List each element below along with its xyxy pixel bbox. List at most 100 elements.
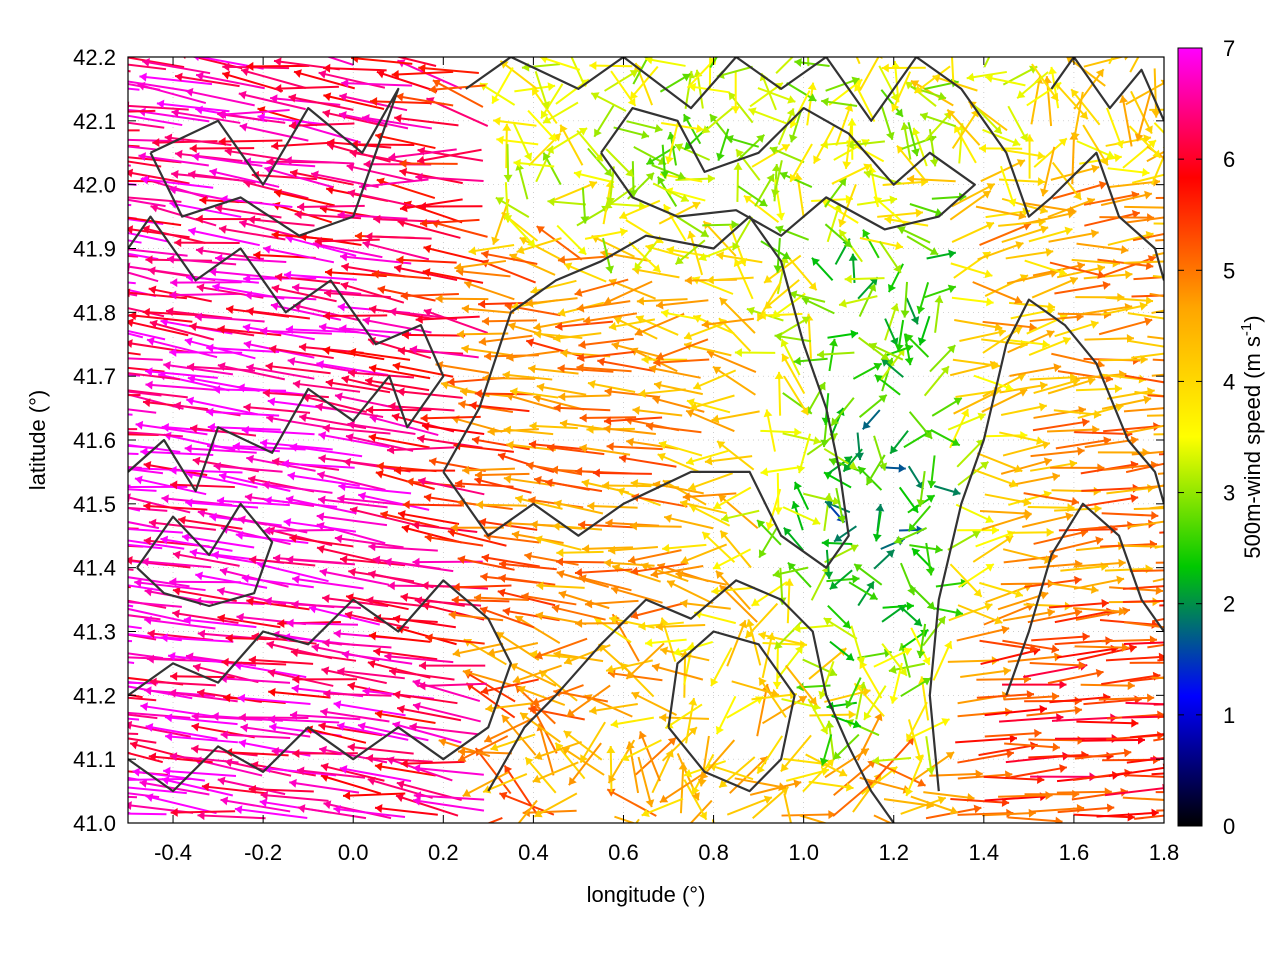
wind-arrow-head	[412, 796, 421, 806]
wind-arrow-head	[339, 324, 347, 334]
wind-arrow-shaft	[1057, 806, 1115, 814]
wind-arrow	[172, 550, 240, 567]
wind-arrow	[213, 462, 283, 473]
wind-arrow-head	[365, 376, 373, 386]
wind-arrow-shaft	[685, 409, 735, 433]
wind-arrow-head	[248, 784, 256, 794]
wind-arrow-shaft	[546, 446, 605, 456]
wind-arrow-head	[536, 581, 544, 591]
wind-arrow-shaft	[320, 710, 390, 723]
wind-arrow	[576, 350, 635, 363]
wind-arrow-head	[712, 366, 722, 375]
wind-arrow	[608, 545, 658, 555]
wind-arrow-shaft	[392, 692, 458, 705]
wind-arrow-shaft	[957, 563, 995, 588]
wind-arrow-shaft	[833, 759, 877, 797]
wind-arrow-shaft	[1103, 424, 1161, 433]
wind-arrow-head	[1047, 608, 1055, 618]
wind-arrow-shaft	[693, 611, 736, 625]
wind-arrow-head	[594, 617, 603, 626]
wind-arrow-head	[1074, 696, 1082, 706]
wind-arrow-shaft	[984, 795, 1048, 802]
wind-arrow-head	[357, 722, 366, 731]
wind-arrow-shaft	[589, 703, 638, 713]
wind-arrow	[186, 396, 259, 416]
wind-arrow-shaft	[235, 533, 309, 545]
wind-arrow	[1000, 402, 1047, 416]
wind-arrow	[195, 571, 268, 589]
wind-arrow	[344, 610, 410, 629]
wind-arrow	[856, 712, 883, 761]
wind-arrow-shaft	[1083, 698, 1142, 706]
wind-arrow-head	[242, 323, 251, 333]
wind-arrow-head	[478, 517, 487, 527]
wind-arrow-head	[118, 775, 125, 784]
wind-arrow	[645, 638, 687, 648]
wind-arrow	[289, 442, 363, 458]
wind-arrow-shaft	[805, 753, 848, 777]
wind-arrow	[368, 305, 434, 320]
wind-arrow-head	[608, 669, 616, 679]
wind-arrow-shaft	[241, 576, 314, 589]
wind-arrow	[1152, 577, 1164, 583]
wind-arrow-shaft	[246, 365, 315, 380]
wind-arrow	[317, 470, 386, 491]
wind-arrow	[425, 633, 485, 645]
wind-arrow-head	[241, 425, 250, 435]
wind-arrow-shaft	[524, 554, 579, 566]
wind-arrow-head	[320, 762, 329, 772]
wind-arrow-shaft	[128, 711, 191, 719]
wind-arrow-shaft	[1123, 621, 1164, 629]
wind-arrow-head	[890, 445, 899, 454]
wind-arrow-shaft	[1101, 512, 1159, 517]
wind-arrow-shaft	[128, 466, 142, 469]
wind-arrow-shaft	[1122, 424, 1164, 435]
wind-arrow-head	[801, 316, 810, 325]
wind-arrow-head	[480, 686, 489, 695]
wind-arrow-shaft	[576, 366, 632, 373]
wind-arrow-shaft	[368, 307, 434, 320]
wind-arrow-shaft	[357, 724, 429, 742]
wind-arrow-shaft	[189, 550, 262, 565]
wind-arrow-head	[626, 670, 635, 679]
wind-arrow-head	[1017, 373, 1026, 382]
wind-arrow	[782, 432, 822, 445]
wind-arrow-head	[170, 671, 178, 681]
wind-arrow-shaft	[128, 292, 138, 297]
wind-arrow-shaft	[334, 536, 404, 549]
wind-arrow	[220, 796, 291, 813]
wind-arrow-shaft	[291, 603, 361, 609]
wind-arrow-head	[423, 493, 432, 503]
wind-arrow	[532, 761, 579, 784]
wind-arrow	[506, 350, 560, 362]
wind-arrow-head	[667, 580, 676, 589]
wind-arrow-head	[577, 353, 585, 363]
wind-arrow-shaft	[128, 393, 141, 397]
wind-arrow-shaft	[756, 735, 784, 775]
wind-arrow	[566, 684, 611, 718]
wind-arrow-shaft	[522, 809, 577, 814]
wind-arrow-shaft	[960, 669, 1011, 678]
wind-arrow-shaft	[712, 365, 756, 396]
wind-arrow	[1123, 621, 1164, 629]
wind-arrow	[824, 687, 871, 703]
wind-arrow-head	[460, 387, 468, 397]
wind-arrow-head	[246, 454, 254, 464]
wind-arrow-head	[389, 667, 397, 677]
wind-arrow-shaft	[587, 504, 638, 509]
wind-arrow-shaft	[128, 584, 161, 592]
wind-arrow-head	[88, 785, 95, 794]
wind-arrow-head	[319, 745, 327, 755]
wind-arrow-head	[757, 520, 766, 529]
wind-arrow	[292, 674, 358, 684]
wind-arrow-head	[1170, 348, 1178, 357]
wind-arrow-shaft	[566, 684, 611, 718]
wind-arrow	[905, 701, 928, 743]
wind-arrow-shaft	[498, 562, 557, 571]
wind-arrow	[781, 810, 836, 820]
wind-arrow-shaft	[237, 696, 311, 705]
wind-arrow-shaft	[1084, 337, 1134, 341]
wind-arrow-shaft	[128, 329, 166, 341]
wind-arrow	[823, 447, 858, 470]
wind-arrow-head	[447, 377, 455, 387]
